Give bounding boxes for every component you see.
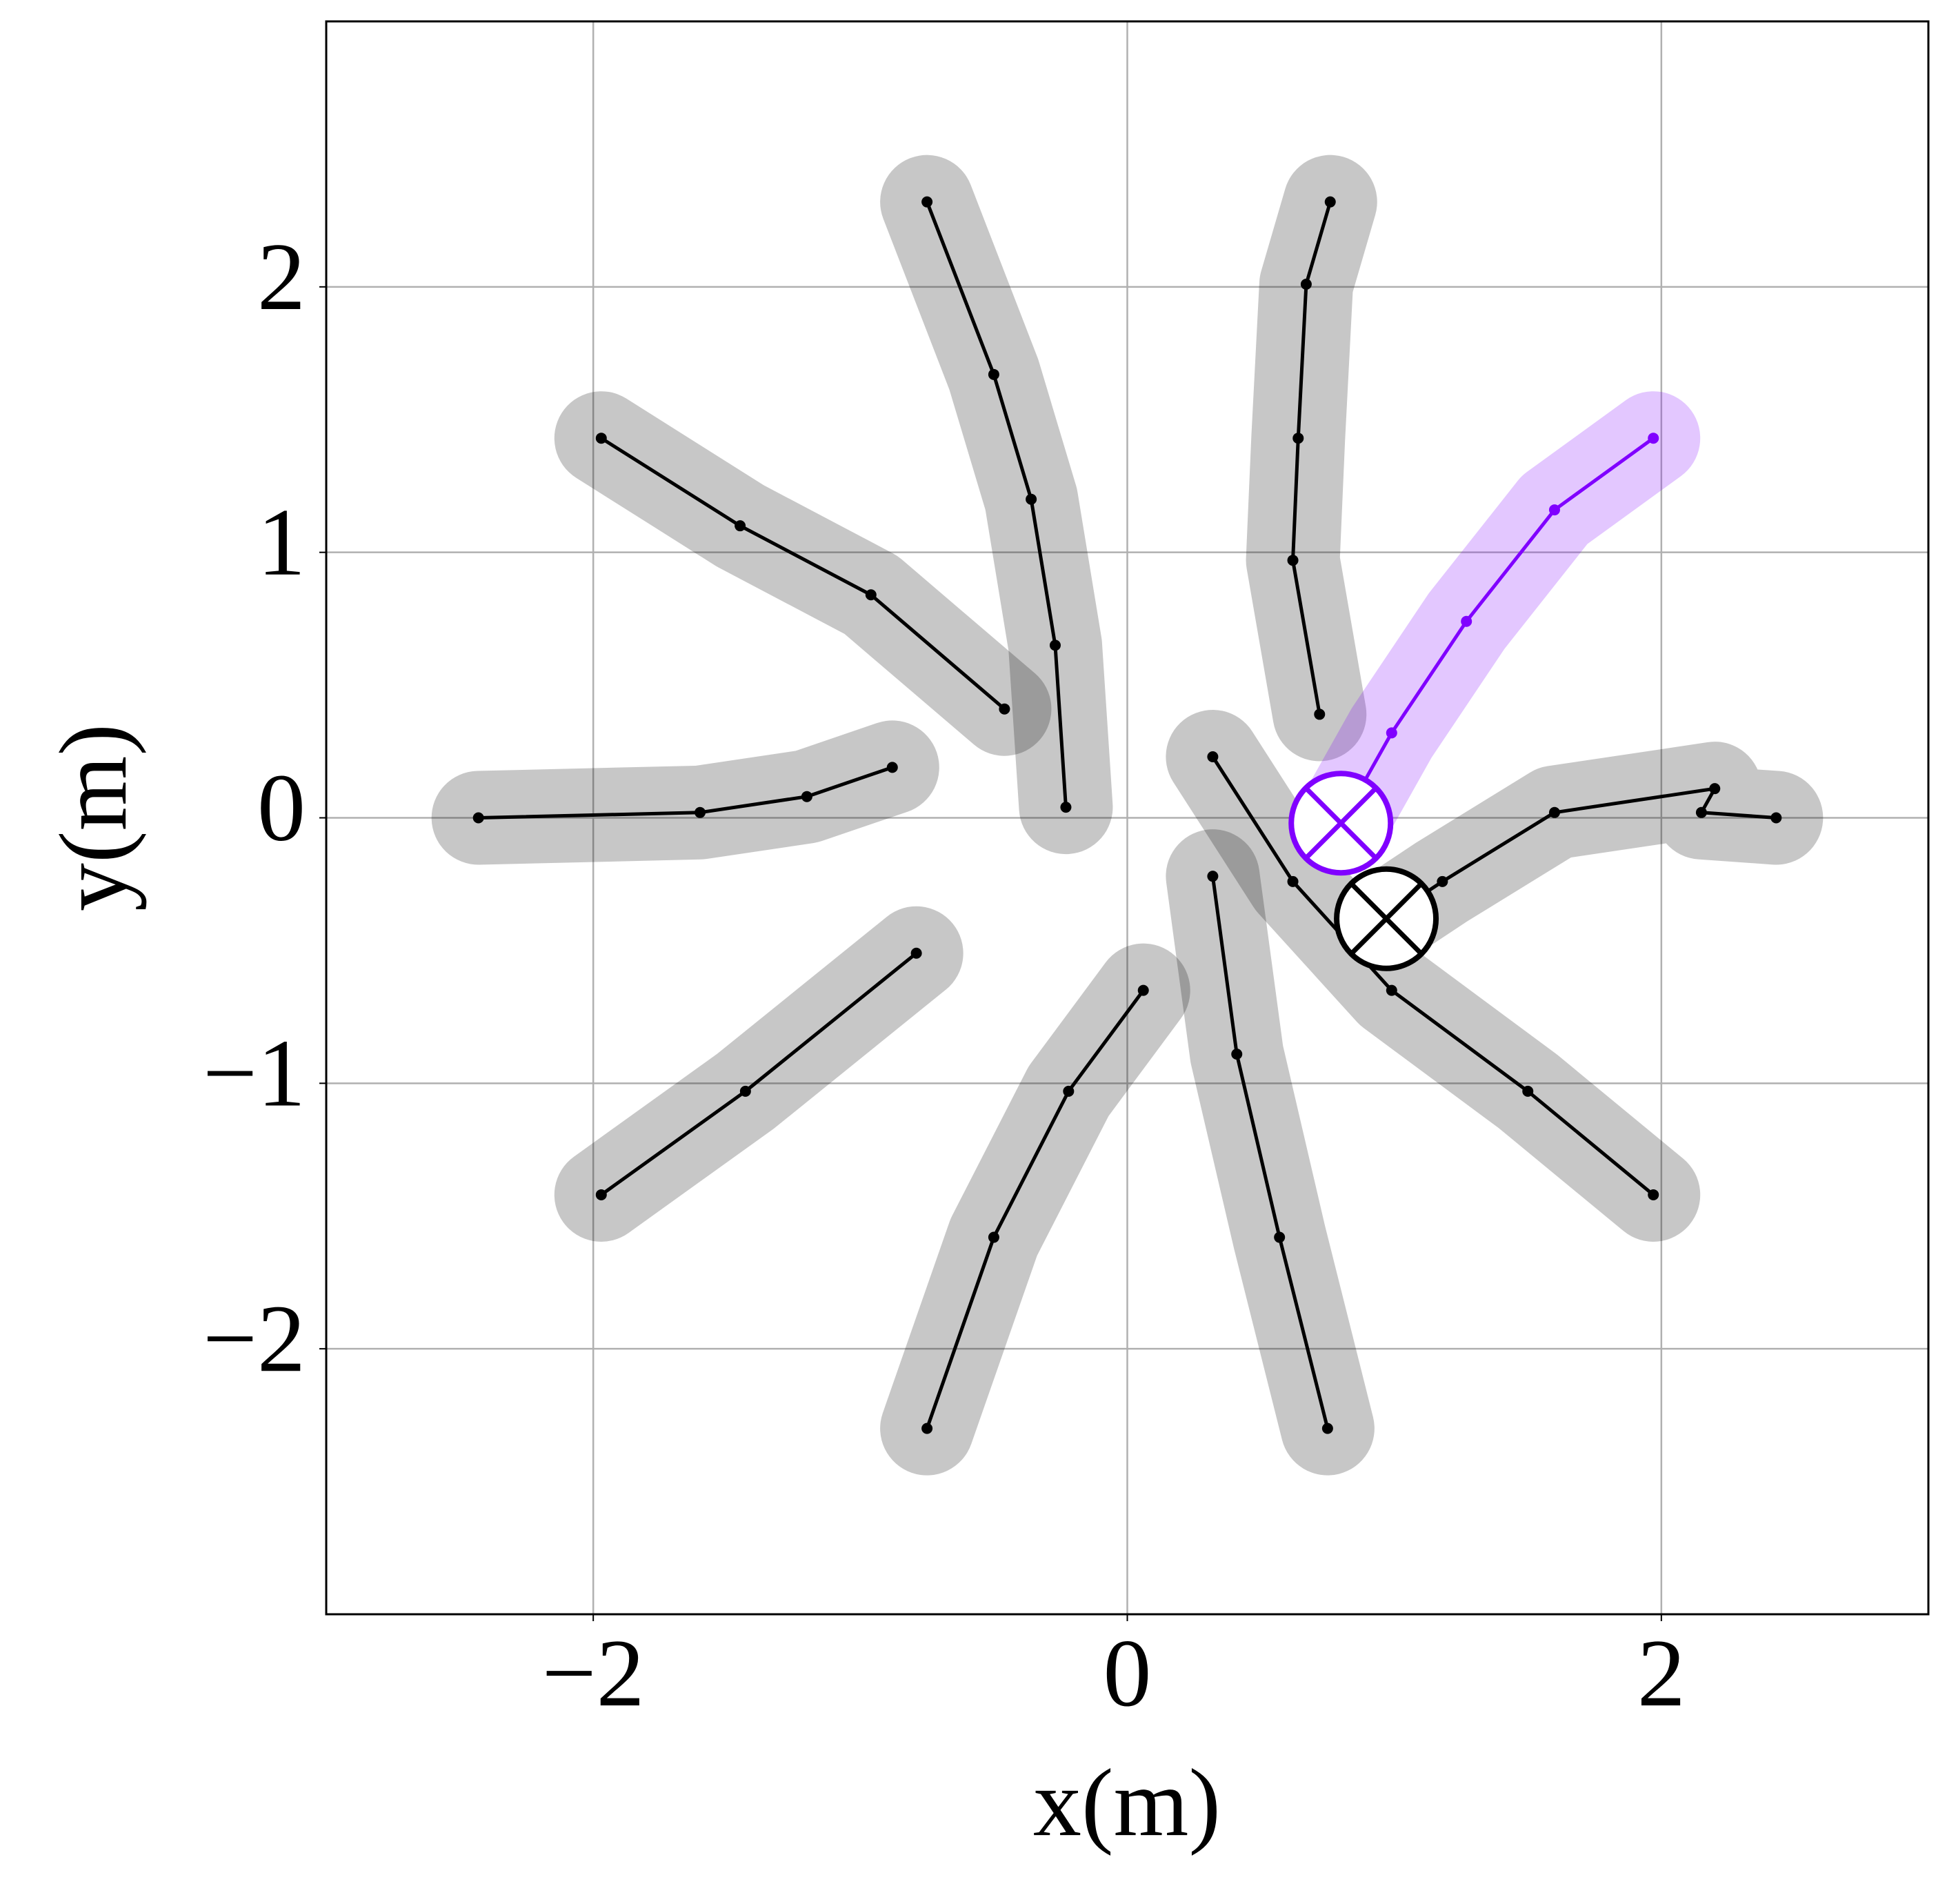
trajectory-line (925, 989, 1145, 1429)
y-tick-label: −1 (203, 1020, 306, 1127)
trajectory-point (1709, 783, 1721, 795)
trajectory-point (1321, 1422, 1333, 1434)
trajectory-point (1063, 1085, 1075, 1097)
y-tick-label: 2 (257, 224, 306, 330)
trajectory-point (1287, 555, 1299, 566)
trajectory-point (921, 196, 933, 208)
trajectory-line (600, 437, 1006, 711)
trajectory-point (910, 947, 922, 959)
agent-marker (1288, 771, 1394, 876)
x-axis-label: x(m) (1033, 1749, 1221, 1856)
trail-shadow (554, 391, 1052, 756)
trajectory-point (1300, 278, 1312, 290)
trajectory-point (1207, 751, 1219, 762)
y-tick-label: −2 (203, 1285, 306, 1392)
trajectory-point (1695, 806, 1707, 818)
trajectory-point (1274, 1231, 1286, 1243)
y-axis-label: y(m) (40, 724, 147, 911)
trajectory-point (1314, 708, 1326, 720)
trajectory-point (1648, 1189, 1659, 1200)
trajectory-point (1648, 433, 1659, 444)
trajectory-line (478, 766, 893, 820)
trajectory-point (472, 812, 484, 824)
trajectory-point (1287, 875, 1299, 887)
trajectory-point (988, 368, 999, 380)
trajectory-point (1049, 639, 1061, 651)
agent-cross (1304, 786, 1378, 860)
trajectory-point (1461, 615, 1472, 627)
trajectory-point (1522, 1085, 1534, 1097)
trajectory-point (1770, 812, 1782, 824)
x-tick-label: 0 (1104, 1620, 1152, 1727)
trajectory-point (1207, 871, 1219, 882)
trajectory-point (595, 1189, 607, 1200)
trajectory-point (865, 589, 877, 601)
trajectory-point (1548, 806, 1560, 818)
trajectory-point (1548, 504, 1560, 516)
x-tick-label: −2 (542, 1620, 645, 1727)
trajectory-point (886, 762, 898, 773)
y-tick-label: 1 (257, 489, 306, 596)
trajectory-point (1386, 984, 1397, 996)
trajectory-point (1386, 727, 1397, 739)
trajectory-point (1026, 493, 1037, 505)
trajectory-line (1210, 875, 1330, 1429)
trajectory-point (1231, 1049, 1243, 1060)
trajectory-point (921, 1422, 933, 1434)
trajectory-point (595, 433, 607, 444)
x-tick-label: 2 (1637, 1620, 1686, 1727)
trajectory-line (1385, 786, 1777, 920)
trajectory-point (739, 1085, 751, 1097)
trajectory-point (1324, 196, 1336, 208)
trajectory-point (695, 806, 706, 818)
trajectory-point (1060, 802, 1072, 813)
trail-shadow (431, 720, 939, 865)
trajectory-point (988, 1231, 999, 1243)
trajectory-point (801, 791, 812, 802)
y-tick-label: 0 (257, 755, 306, 862)
trajectory-point (1292, 433, 1304, 444)
trajectory-point (999, 703, 1010, 715)
trajectory-point (735, 520, 746, 532)
agent-cross (1349, 882, 1424, 956)
agent-marker (1334, 866, 1439, 971)
trajectory-point (1437, 875, 1448, 887)
trail-shadow (880, 943, 1190, 1476)
plot-frame (325, 20, 1930, 1616)
trajectory-point (1137, 984, 1149, 996)
